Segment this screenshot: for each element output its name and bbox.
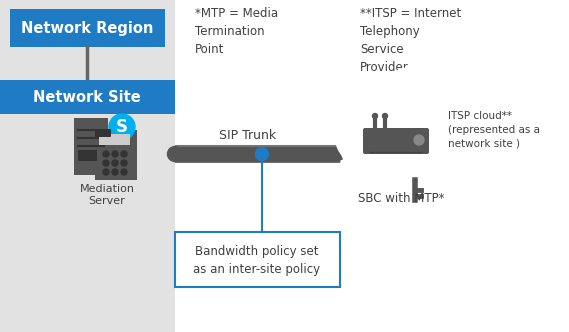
Text: *MTP = Media
Termination
Point: *MTP = Media Termination Point <box>195 7 278 56</box>
Circle shape <box>340 120 380 159</box>
Circle shape <box>112 151 118 157</box>
Circle shape <box>121 160 127 166</box>
Circle shape <box>336 115 384 163</box>
FancyBboxPatch shape <box>95 130 137 180</box>
Circle shape <box>438 105 498 165</box>
FancyBboxPatch shape <box>0 0 175 332</box>
Circle shape <box>418 79 477 138</box>
FancyBboxPatch shape <box>10 9 165 47</box>
FancyBboxPatch shape <box>100 133 130 144</box>
Circle shape <box>414 75 482 143</box>
FancyBboxPatch shape <box>363 128 429 154</box>
Text: SIP Trunk: SIP Trunk <box>220 129 277 142</box>
Circle shape <box>167 146 183 161</box>
Circle shape <box>255 147 269 160</box>
Text: Mediation
Server: Mediation Server <box>80 184 134 207</box>
Circle shape <box>121 151 127 157</box>
Circle shape <box>382 114 387 119</box>
Text: Network Site: Network Site <box>33 90 141 105</box>
Circle shape <box>121 169 127 175</box>
Circle shape <box>381 67 444 130</box>
Circle shape <box>354 91 402 138</box>
Circle shape <box>344 104 419 180</box>
Circle shape <box>109 114 135 140</box>
FancyBboxPatch shape <box>0 80 175 114</box>
Circle shape <box>376 63 448 135</box>
Circle shape <box>377 127 432 183</box>
Circle shape <box>103 160 109 166</box>
Circle shape <box>373 123 437 187</box>
FancyBboxPatch shape <box>95 129 111 137</box>
FancyBboxPatch shape <box>74 118 108 175</box>
Circle shape <box>393 100 477 184</box>
Circle shape <box>103 151 109 157</box>
Circle shape <box>414 135 424 145</box>
Circle shape <box>340 100 424 184</box>
FancyBboxPatch shape <box>175 232 340 287</box>
Circle shape <box>397 104 473 180</box>
Text: Network Region: Network Region <box>21 21 153 36</box>
Text: **ITSP = Internet
Telephony
Service
Provider: **ITSP = Internet Telephony Service Prov… <box>360 7 461 74</box>
Circle shape <box>373 114 377 119</box>
Circle shape <box>112 160 118 166</box>
Text: S: S <box>116 118 128 136</box>
Circle shape <box>350 87 406 143</box>
Text: ITSP cloud**
(represented as a
network site ): ITSP cloud** (represented as a network s… <box>448 111 540 149</box>
Circle shape <box>443 110 493 161</box>
Text: Bandwidth policy set
as an inter-site policy: Bandwidth policy set as an inter-site po… <box>193 244 320 276</box>
FancyBboxPatch shape <box>79 149 97 160</box>
Circle shape <box>335 148 345 159</box>
Text: SBC with MTP*: SBC with MTP* <box>358 192 444 205</box>
Circle shape <box>112 169 118 175</box>
Circle shape <box>103 169 109 175</box>
